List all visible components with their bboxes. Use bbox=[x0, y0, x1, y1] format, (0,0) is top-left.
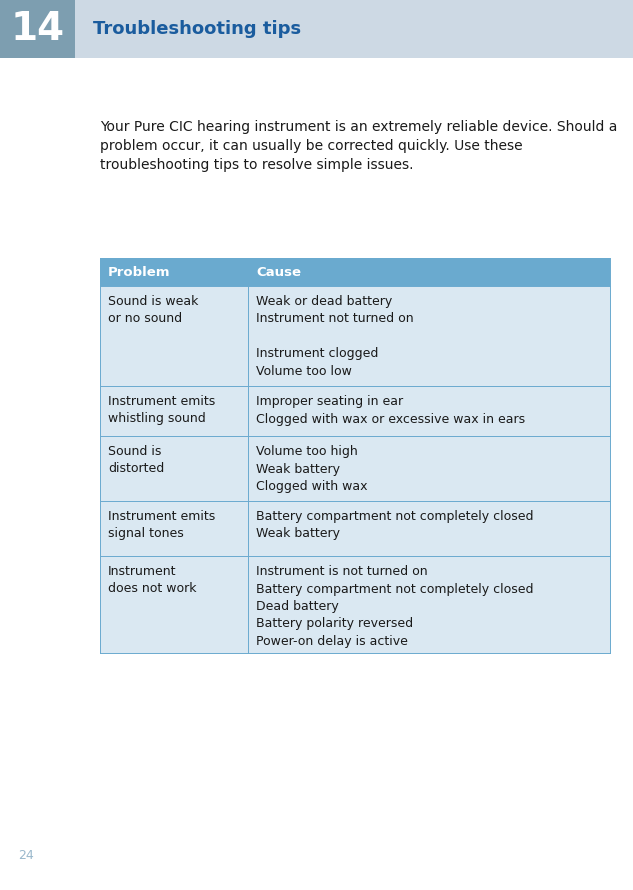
Text: Cause: Cause bbox=[256, 265, 301, 279]
Text: Volume too high
Weak battery
Clogged with wax: Volume too high Weak battery Clogged wit… bbox=[256, 445, 368, 493]
Text: Instrument is not turned on
Battery compartment not completely closed
Dead batte: Instrument is not turned on Battery comp… bbox=[256, 565, 534, 648]
Text: 14: 14 bbox=[10, 10, 65, 48]
FancyBboxPatch shape bbox=[0, 0, 75, 58]
Text: Instrument emits
signal tones: Instrument emits signal tones bbox=[108, 510, 215, 540]
Text: Instrument emits
whistling sound: Instrument emits whistling sound bbox=[108, 395, 215, 425]
Text: Problem: Problem bbox=[108, 265, 170, 279]
FancyBboxPatch shape bbox=[100, 386, 610, 436]
Text: 24: 24 bbox=[18, 849, 34, 862]
Text: Troubleshooting tips: Troubleshooting tips bbox=[93, 20, 301, 38]
Text: Instrument
does not work: Instrument does not work bbox=[108, 565, 196, 595]
FancyBboxPatch shape bbox=[100, 286, 610, 386]
FancyBboxPatch shape bbox=[75, 0, 633, 58]
Text: Battery compartment not completely closed
Weak battery: Battery compartment not completely close… bbox=[256, 510, 534, 540]
FancyBboxPatch shape bbox=[100, 556, 610, 653]
Text: Your Pure CIC hearing instrument is an extremely reliable device. Should a probl: Your Pure CIC hearing instrument is an e… bbox=[100, 120, 617, 172]
Text: Improper seating in ear
Clogged with wax or excessive wax in ears: Improper seating in ear Clogged with wax… bbox=[256, 395, 525, 425]
Text: Weak or dead battery
Instrument not turned on

Instrument clogged
Volume too low: Weak or dead battery Instrument not turn… bbox=[256, 295, 413, 378]
Text: Sound is weak
or no sound: Sound is weak or no sound bbox=[108, 295, 198, 325]
FancyBboxPatch shape bbox=[100, 436, 610, 501]
FancyBboxPatch shape bbox=[100, 258, 610, 286]
FancyBboxPatch shape bbox=[100, 501, 610, 556]
Text: Sound is
distorted: Sound is distorted bbox=[108, 445, 164, 475]
